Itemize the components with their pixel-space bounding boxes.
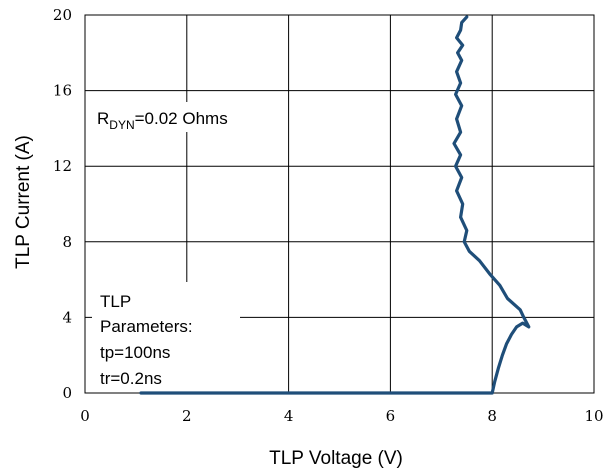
tlp-parameters-annotation: TLP Parameters: tp=100ns tr=0.2ns bbox=[100, 292, 193, 388]
y-axis-label: TLP Current (A) bbox=[13, 135, 34, 269]
y-tick-label-1: 4 bbox=[62, 308, 72, 326]
y-tick-label-4: 16 bbox=[53, 82, 72, 100]
y-tick-label-5: 20 bbox=[53, 6, 72, 24]
series-line bbox=[139, 15, 531, 395]
y-tick-label-2: 8 bbox=[62, 233, 72, 251]
tlp-param-line-4: tr=0.2ns bbox=[100, 369, 162, 388]
x-tick-label-1: 2 bbox=[182, 407, 192, 425]
x-axis-label: TLP Voltage (V) bbox=[269, 448, 403, 469]
x-tick-label-3: 6 bbox=[386, 407, 396, 425]
x-tick-label-5: 10 bbox=[584, 407, 603, 425]
tlp-param-line-1: TLP bbox=[100, 292, 131, 311]
x-tick-label-0: 0 bbox=[80, 407, 90, 425]
rdyn-subscript: DYN bbox=[109, 118, 134, 132]
x-tick-label-4: 8 bbox=[487, 407, 497, 425]
y-tick-label-3: 12 bbox=[53, 157, 72, 175]
tlp-param-line-2: Parameters: bbox=[100, 317, 193, 336]
tlp-parameters-bg bbox=[92, 282, 240, 392]
tlp-param-line-3: tp=100ns bbox=[100, 343, 170, 362]
rdyn-value: =0.02 Ohms bbox=[135, 109, 228, 128]
annotation-backgrounds bbox=[92, 102, 252, 392]
x-tick-label-2: 4 bbox=[284, 407, 294, 425]
tick-labels: 0 2 4 6 8 10 0 4 8 12 16 20 bbox=[53, 6, 604, 425]
rdyn-annotation: RDYN=0.02 Ohms bbox=[97, 109, 228, 132]
y-tick-label-0: 0 bbox=[62, 384, 72, 402]
rdyn-main: R bbox=[97, 109, 109, 128]
rdyn-annotation-bg bbox=[92, 102, 252, 132]
